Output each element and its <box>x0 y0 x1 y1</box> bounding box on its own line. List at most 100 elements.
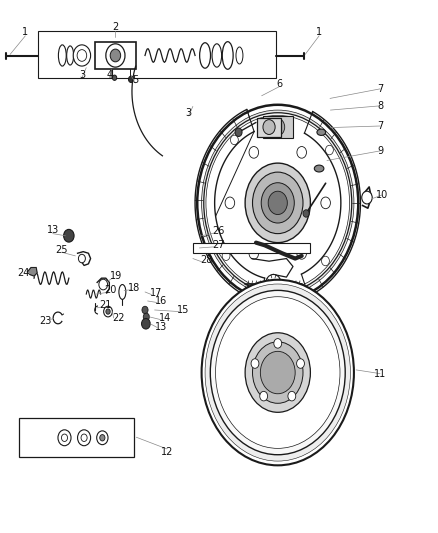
Ellipse shape <box>58 45 66 66</box>
Text: 14: 14 <box>159 313 171 324</box>
Circle shape <box>64 229 74 242</box>
Circle shape <box>201 280 354 465</box>
Circle shape <box>106 44 125 67</box>
Circle shape <box>197 105 358 301</box>
Ellipse shape <box>314 165 324 172</box>
Text: 1: 1 <box>316 27 322 37</box>
Circle shape <box>321 256 329 266</box>
Circle shape <box>113 75 117 80</box>
Text: 3: 3 <box>79 70 85 79</box>
Ellipse shape <box>236 47 243 64</box>
Circle shape <box>260 351 295 394</box>
Circle shape <box>222 251 230 261</box>
Ellipse shape <box>222 42 233 69</box>
Circle shape <box>106 309 110 314</box>
Circle shape <box>128 76 134 83</box>
Circle shape <box>261 183 294 223</box>
Text: 20: 20 <box>104 285 117 295</box>
Bar <box>39 30 276 78</box>
Text: 27: 27 <box>212 240 224 251</box>
Circle shape <box>260 391 268 401</box>
Text: 4: 4 <box>106 70 113 79</box>
Circle shape <box>73 45 91 66</box>
Circle shape <box>81 434 87 441</box>
Text: 2: 2 <box>112 22 119 32</box>
Circle shape <box>251 359 259 368</box>
Circle shape <box>297 147 307 158</box>
Text: 13: 13 <box>155 322 168 333</box>
Circle shape <box>297 247 307 259</box>
Text: 17: 17 <box>150 288 162 298</box>
Text: 13: 13 <box>46 225 59 236</box>
Circle shape <box>235 128 242 136</box>
Ellipse shape <box>67 46 74 65</box>
Circle shape <box>225 197 235 209</box>
Circle shape <box>201 110 354 296</box>
Circle shape <box>325 146 333 155</box>
Bar <box>193 243 311 253</box>
Circle shape <box>110 49 120 62</box>
Text: 23: 23 <box>39 316 52 326</box>
Text: 12: 12 <box>161 447 173 457</box>
Text: 1: 1 <box>22 27 28 37</box>
Text: 10: 10 <box>376 190 389 200</box>
Text: 25: 25 <box>55 245 68 255</box>
Bar <box>19 418 134 457</box>
Circle shape <box>271 118 285 135</box>
Text: 6: 6 <box>276 78 282 88</box>
Circle shape <box>321 197 330 209</box>
Circle shape <box>210 290 345 455</box>
Text: 19: 19 <box>110 271 122 281</box>
Circle shape <box>268 191 287 215</box>
Circle shape <box>263 119 275 134</box>
Circle shape <box>77 50 87 61</box>
Circle shape <box>78 430 91 446</box>
Circle shape <box>205 284 350 461</box>
Text: 26: 26 <box>212 226 224 236</box>
Text: 18: 18 <box>128 282 140 293</box>
Circle shape <box>104 306 113 317</box>
Text: 22: 22 <box>112 313 124 323</box>
Text: 28: 28 <box>200 255 212 265</box>
Circle shape <box>204 113 352 293</box>
Circle shape <box>141 318 150 329</box>
Circle shape <box>78 254 85 263</box>
Circle shape <box>97 431 108 445</box>
Text: 9: 9 <box>377 146 383 156</box>
Circle shape <box>206 115 350 290</box>
Polygon shape <box>28 268 37 276</box>
Ellipse shape <box>212 44 222 67</box>
Text: 3: 3 <box>185 108 191 118</box>
Circle shape <box>362 191 372 204</box>
Text: 24: 24 <box>17 268 29 278</box>
Text: 5: 5 <box>132 75 138 85</box>
Circle shape <box>274 338 282 348</box>
Circle shape <box>99 279 108 290</box>
Circle shape <box>288 391 296 401</box>
Ellipse shape <box>200 43 211 68</box>
Bar <box>95 42 136 69</box>
Text: 16: 16 <box>155 296 168 306</box>
Text: 8: 8 <box>377 101 383 111</box>
Circle shape <box>61 434 67 441</box>
Text: 7: 7 <box>377 121 383 131</box>
Ellipse shape <box>119 285 126 300</box>
Circle shape <box>245 333 311 413</box>
Text: 7: 7 <box>377 84 383 94</box>
Bar <box>262 116 293 138</box>
Ellipse shape <box>317 129 325 135</box>
Circle shape <box>142 306 148 314</box>
Circle shape <box>249 147 258 158</box>
Circle shape <box>253 172 303 233</box>
Circle shape <box>297 359 304 368</box>
Circle shape <box>230 135 238 144</box>
Circle shape <box>58 430 71 446</box>
Bar <box>257 117 281 136</box>
Text: 15: 15 <box>177 305 190 315</box>
Circle shape <box>215 297 340 448</box>
Circle shape <box>249 247 258 259</box>
Circle shape <box>303 210 309 217</box>
Text: 21: 21 <box>100 300 112 310</box>
Circle shape <box>143 313 149 320</box>
Circle shape <box>265 274 281 294</box>
